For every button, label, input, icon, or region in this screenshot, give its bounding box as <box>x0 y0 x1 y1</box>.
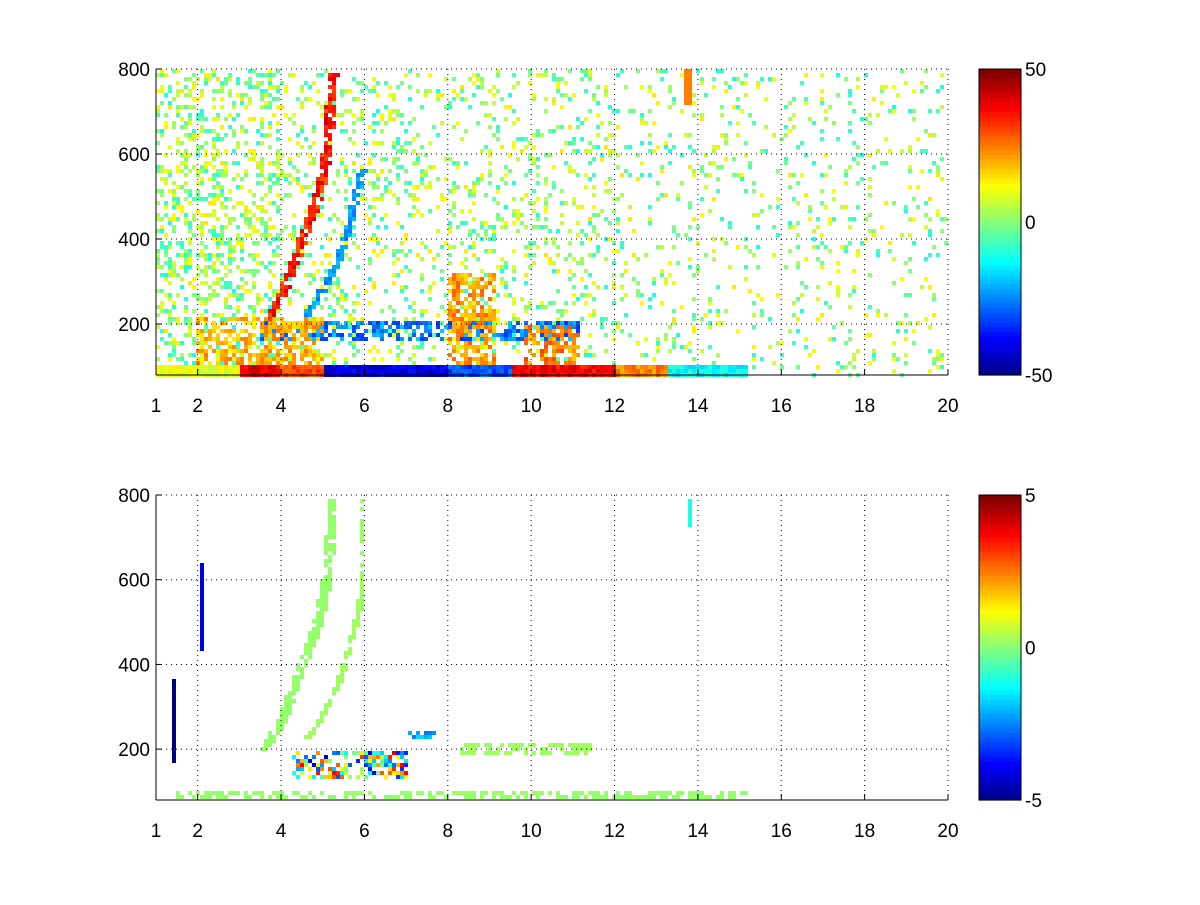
y-tick-label: 400 <box>118 230 150 251</box>
x-tick-label: 4 <box>276 821 287 842</box>
y-tick-label: 800 <box>118 60 150 81</box>
x-tick-label: 1 <box>151 396 162 417</box>
heatmap-cells <box>172 499 748 799</box>
y-tick-label: 200 <box>118 315 150 336</box>
y-tick-label: 800 <box>118 486 150 507</box>
x-tick-label: 12 <box>604 396 625 417</box>
x-tick-label: 16 <box>771 821 792 842</box>
x-tick-label: 4 <box>276 396 287 417</box>
colorbar: -50 0 50 <box>978 60 1052 387</box>
x-tick-label: 14 <box>687 821 709 842</box>
x-tick-label: 2 <box>192 396 203 417</box>
x-tick-label: 8 <box>443 821 454 842</box>
colorbar-tick-label: 50 <box>1025 60 1046 81</box>
x-tick-label: 1 <box>151 821 162 842</box>
y-tick-label: 600 <box>118 571 150 592</box>
x-tick-label: 14 <box>687 396 709 417</box>
grid-lines <box>156 69 948 375</box>
colorbar-tick-label: 0 <box>1025 639 1036 660</box>
colorbar: -5 0 5 <box>978 486 1042 812</box>
x-tick-label: 16 <box>771 396 792 417</box>
x-tick-label: 2 <box>192 821 203 842</box>
x-tick-label: 6 <box>359 396 370 417</box>
y-tick-label: 400 <box>118 655 150 676</box>
x-tick-label: 6 <box>359 821 370 842</box>
x-tick-label: 10 <box>521 821 542 842</box>
y-tick-label: 200 <box>118 740 150 761</box>
heatmap-cells <box>156 69 948 377</box>
x-tick-label: 8 <box>443 396 454 417</box>
x-tick-label: 20 <box>937 396 958 417</box>
colorbar-frame <box>978 68 1022 376</box>
x-tick-label: 20 <box>937 821 958 842</box>
x-tick-label: 18 <box>854 821 875 842</box>
x-tick-label: 10 <box>521 396 542 417</box>
x-tick-label: 18 <box>854 396 875 417</box>
colorbar-frame <box>978 494 1022 801</box>
colorbar-tick-label: 0 <box>1025 213 1036 234</box>
x-tick-label: 12 <box>604 821 625 842</box>
colorbar-tick-label: 5 <box>1025 486 1036 507</box>
colorbar-tick-label: -50 <box>1025 366 1052 387</box>
colorbar-tick-label: -5 <box>1025 791 1042 812</box>
y-tick-label: 600 <box>118 145 150 166</box>
grid-lines <box>156 495 948 800</box>
